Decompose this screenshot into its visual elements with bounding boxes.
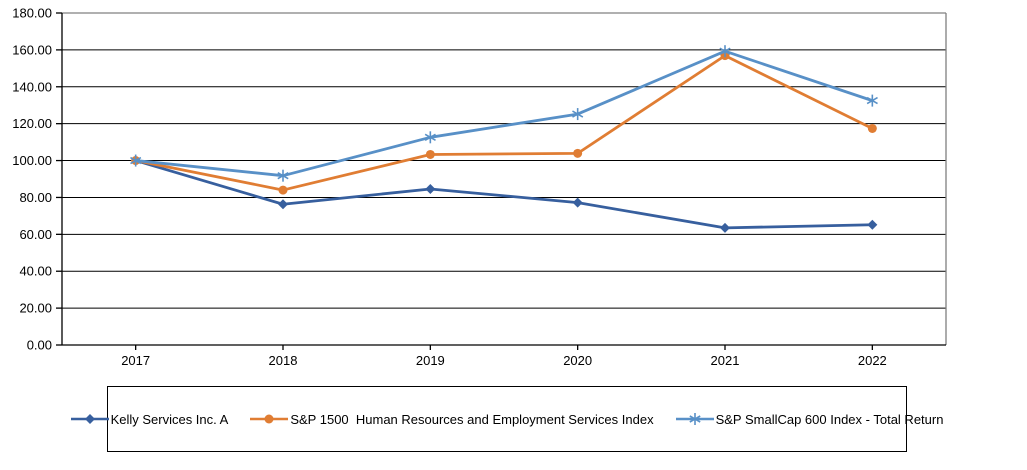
x-tick-label: 2019 [416, 353, 445, 368]
legend-label: S&P 1500 Human Resources and Employment … [290, 411, 654, 427]
y-tick-label: 140.00 [12, 79, 52, 94]
x-tick-label: 2021 [711, 353, 740, 368]
x-tick-label: 2022 [858, 353, 887, 368]
y-tick-label: 120.00 [12, 116, 52, 131]
y-tick-label: 0.00 [27, 338, 52, 353]
series-line [135, 49, 873, 178]
asterisk-marker [572, 110, 584, 118]
diamond-marker [720, 222, 730, 233]
circle-marker [573, 148, 583, 158]
y-tick-label: 20.00 [19, 301, 52, 316]
circle-marker [264, 414, 274, 424]
diamond-marker [572, 197, 583, 208]
x-tick-label: 2020 [563, 353, 592, 368]
asterisk-marker [866, 96, 878, 105]
circle-marker [278, 185, 288, 195]
performance-line-chart-plot: 0.00 20.00 40.00 60.00 80.00 100.00 120.00 140.… [12, 6, 947, 368]
chart-legend: Kelly Services Inc. A S&P 1500 Human Reso… [70, 386, 943, 452]
y-tick-label: 160.00 [12, 42, 52, 57]
y-tick-label: 60.00 [19, 227, 52, 242]
legend-label: S&P SmallCap 600 Index - Total Return [715, 411, 944, 427]
legend-item: Kelly Services Inc. A [70, 411, 229, 427]
diamond-marker [278, 199, 288, 210]
y-tick-label: 100.00 [12, 153, 52, 168]
diamond-marker [425, 183, 436, 194]
series-line [135, 159, 873, 230]
legend-item: S&P 1500 Human Resources and Employment … [250, 411, 654, 427]
legend-label: Kelly Services Inc. A [110, 411, 229, 427]
y-tick-label: 40.00 [19, 264, 52, 279]
legend-marker-sample [70, 414, 109, 424]
y-tick-label: 180.00 [12, 6, 52, 21]
legend-marker-sample [250, 414, 289, 424]
asterisk-marker [277, 171, 289, 180]
series-line [135, 54, 873, 192]
asterisk-marker [719, 47, 731, 55]
diamond-marker [84, 414, 95, 424]
x-tick-label: 2018 [269, 353, 298, 368]
asterisk-marker [688, 415, 701, 423]
asterisk-marker [424, 133, 436, 142]
circle-marker [867, 123, 877, 133]
y-tick-label: 80.00 [19, 190, 52, 205]
x-tick-label: 2017 [121, 353, 150, 368]
asterisk-marker [130, 156, 142, 165]
legend-marker-sample [675, 413, 714, 425]
circle-marker [425, 149, 435, 159]
diamond-marker [867, 219, 878, 230]
legend-item: S&P SmallCap 600 Index - Total Return [675, 411, 944, 427]
